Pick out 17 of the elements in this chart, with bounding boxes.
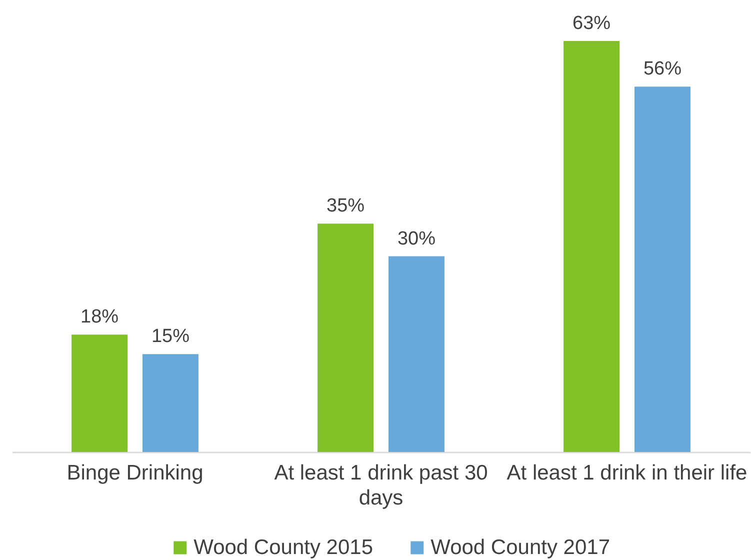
data-label: 63%: [572, 13, 611, 34]
bar: [318, 224, 374, 452]
data-label: 15%: [151, 326, 190, 348]
data-label: 35%: [326, 196, 365, 217]
bar: [72, 334, 128, 452]
x-tick-label: At least 1 drink past 30 days: [274, 462, 488, 510]
bar: [634, 86, 690, 452]
data-label: 18%: [80, 306, 119, 328]
data-label: 56%: [643, 58, 682, 80]
x-tick-label: Binge Drinking: [66, 462, 204, 484]
bar: [564, 41, 620, 452]
x-tick-label: At least 1 drink in their life: [506, 462, 748, 484]
legend-label: Wood County 2017: [430, 536, 610, 559]
bar: [388, 256, 444, 452]
bar: [142, 354, 198, 452]
legend-label: Wood County 2015: [194, 536, 374, 559]
data-label: 30%: [397, 228, 436, 250]
